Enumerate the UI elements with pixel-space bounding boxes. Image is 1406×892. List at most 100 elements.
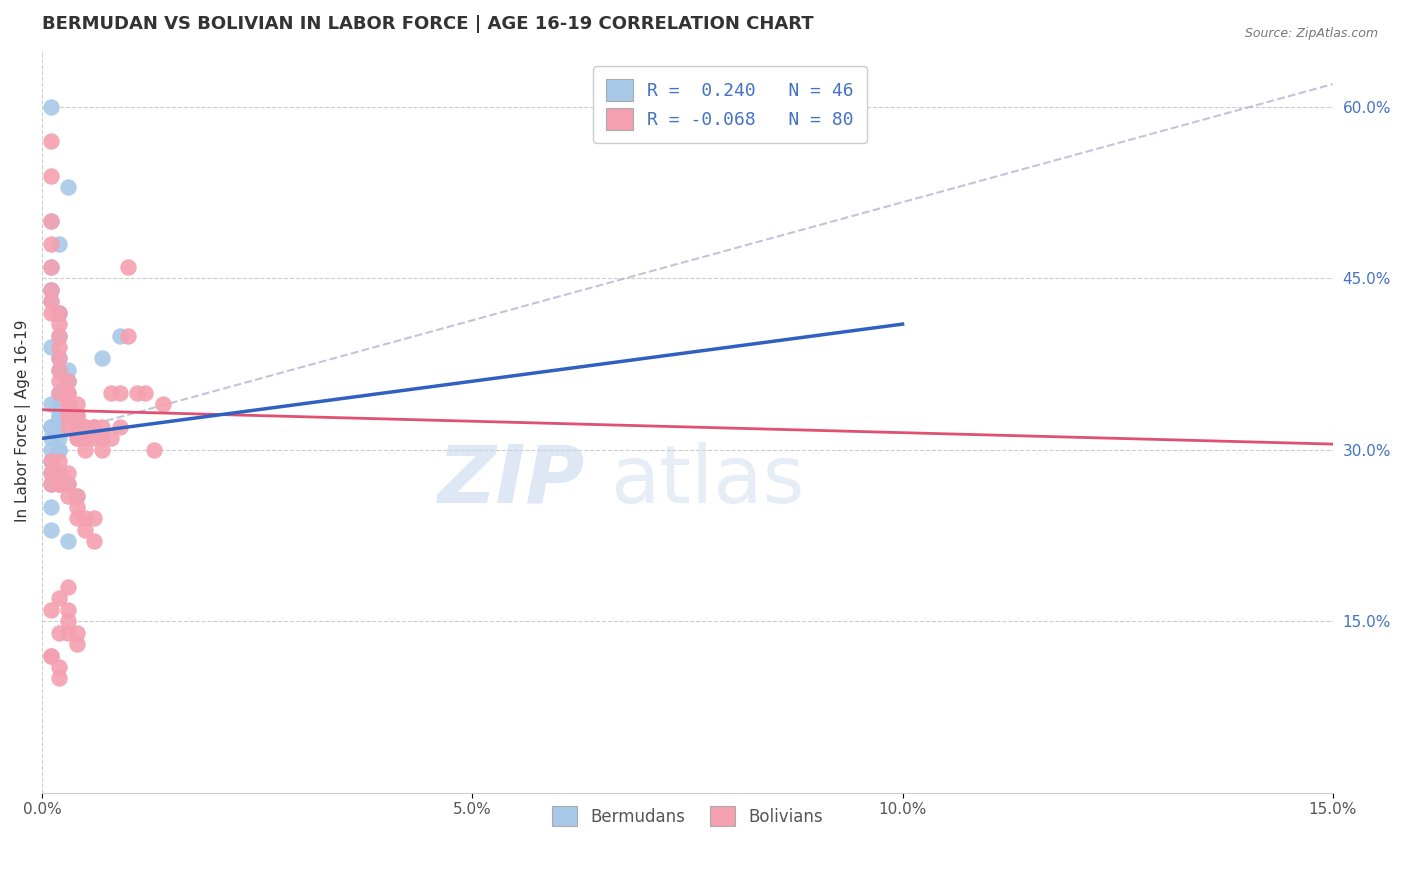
Point — [56, 625, 79, 640]
Point — [56, 374, 79, 388]
Point — [56, 363, 79, 377]
Point — [48, 672, 70, 686]
Point — [39, 442, 62, 457]
Point — [56, 603, 79, 617]
Point — [39, 454, 62, 468]
Point — [91, 431, 114, 445]
Point — [48, 306, 70, 320]
Point — [39, 283, 62, 297]
Point — [65, 431, 87, 445]
Point — [39, 454, 62, 468]
Point — [48, 306, 70, 320]
Point — [39, 283, 62, 297]
Point — [48, 385, 70, 400]
Point — [48, 466, 70, 480]
Point — [83, 420, 105, 434]
Text: Source: ZipAtlas.com: Source: ZipAtlas.com — [1244, 27, 1378, 40]
Point — [39, 466, 62, 480]
Point — [39, 648, 62, 663]
Point — [48, 328, 70, 343]
Point — [56, 409, 79, 423]
Point — [56, 614, 79, 628]
Text: ZIP: ZIP — [437, 442, 583, 520]
Point — [65, 637, 87, 651]
Point — [48, 409, 70, 423]
Point — [48, 340, 70, 354]
Point — [56, 385, 79, 400]
Point — [48, 385, 70, 400]
Point — [48, 409, 70, 423]
Point — [75, 431, 97, 445]
Point — [48, 317, 70, 331]
Point — [48, 374, 70, 388]
Point — [39, 466, 62, 480]
Point — [48, 454, 70, 468]
Point — [48, 477, 70, 491]
Point — [39, 420, 62, 434]
Point — [48, 397, 70, 411]
Point — [91, 442, 114, 457]
Point — [39, 237, 62, 252]
Point — [65, 489, 87, 503]
Y-axis label: In Labor Force | Age 16-19: In Labor Force | Age 16-19 — [15, 320, 31, 523]
Point — [39, 523, 62, 537]
Point — [65, 420, 87, 434]
Point — [39, 477, 62, 491]
Point — [39, 294, 62, 309]
Point — [117, 328, 139, 343]
Point — [48, 385, 70, 400]
Point — [83, 420, 105, 434]
Point — [125, 385, 148, 400]
Point — [39, 134, 62, 148]
Point — [48, 363, 70, 377]
Point — [48, 237, 70, 252]
Point — [39, 420, 62, 434]
Point — [39, 397, 62, 411]
Point — [56, 580, 79, 594]
Point — [65, 431, 87, 445]
Point — [39, 648, 62, 663]
Point — [75, 511, 97, 525]
Point — [48, 328, 70, 343]
Point — [65, 500, 87, 514]
Point — [108, 328, 131, 343]
Point — [56, 397, 79, 411]
Point — [39, 306, 62, 320]
Text: atlas: atlas — [610, 442, 804, 520]
Point — [39, 260, 62, 274]
Point — [39, 214, 62, 228]
Point — [39, 283, 62, 297]
Point — [48, 351, 70, 366]
Point — [91, 420, 114, 434]
Point — [39, 603, 62, 617]
Point — [65, 409, 87, 423]
Point — [48, 363, 70, 377]
Point — [75, 523, 97, 537]
Point — [65, 489, 87, 503]
Point — [56, 409, 79, 423]
Point — [56, 420, 79, 434]
Point — [56, 374, 79, 388]
Legend: Bermudans, Bolivians: Bermudans, Bolivians — [541, 796, 832, 837]
Point — [108, 420, 131, 434]
Point — [65, 409, 87, 423]
Point — [48, 420, 70, 434]
Point — [48, 591, 70, 606]
Point — [48, 306, 70, 320]
Point — [56, 534, 79, 549]
Point — [48, 625, 70, 640]
Point — [83, 431, 105, 445]
Point — [65, 397, 87, 411]
Point — [56, 180, 79, 194]
Point — [75, 420, 97, 434]
Point — [143, 442, 166, 457]
Point — [65, 409, 87, 423]
Point — [56, 466, 79, 480]
Point — [83, 511, 105, 525]
Point — [39, 294, 62, 309]
Point — [48, 431, 70, 445]
Point — [48, 442, 70, 457]
Point — [56, 385, 79, 400]
Point — [39, 260, 62, 274]
Point — [65, 511, 87, 525]
